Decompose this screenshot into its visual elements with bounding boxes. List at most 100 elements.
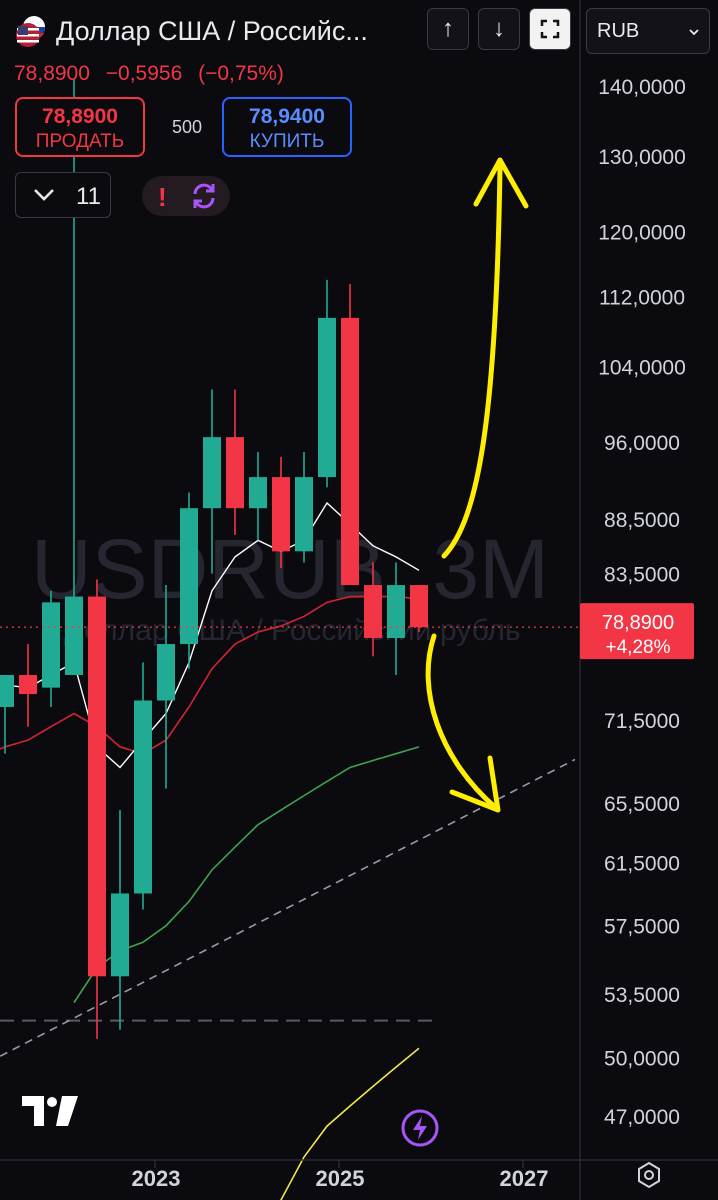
buy-label: КУПИТЬ — [249, 131, 325, 152]
candle-2023-Q2 — [180, 492, 198, 669]
fullscreen-icon — [540, 19, 560, 39]
alert-icon[interactable]: ! — [158, 182, 167, 212]
y-tick-label: 61,5000 — [604, 852, 680, 875]
arrow-up-head — [473, 157, 529, 209]
buy-button[interactable]: 78,9400 КУПИТЬ — [222, 97, 352, 157]
y-tick-label: 130,0000 — [598, 146, 686, 169]
arrow-down-icon: ↓ — [493, 15, 505, 42]
candle-body — [410, 585, 428, 628]
x-tick-label: 2025 — [316, 1166, 365, 1191]
indicators-toggle-button[interactable]: 11 — [15, 172, 111, 218]
candle-body — [19, 674, 37, 695]
candle-2025-Q4 — [410, 585, 428, 632]
chevron-down-icon — [689, 29, 699, 36]
order-quantity[interactable]: 500 — [172, 117, 203, 137]
candle-body — [42, 602, 60, 688]
candle-2023-Q1 — [157, 585, 175, 789]
candle-body — [387, 585, 405, 638]
candle-body — [0, 674, 14, 707]
arrow-down-curve — [425, 633, 499, 811]
arrow-up-icon: ↑ — [442, 15, 454, 42]
y-tick-label: 83,5000 — [604, 564, 680, 587]
candle-body — [318, 317, 336, 478]
x-tick-label: 2023 — [132, 1166, 181, 1191]
symbol-title[interactable]: Доллар США / Российс... — [56, 16, 368, 46]
candle-body — [65, 596, 83, 675]
candle-2022-Q3 — [111, 810, 129, 1030]
candle-2023-Q3 — [203, 389, 221, 574]
candle-2021-Q4 — [42, 590, 60, 707]
chevron-down-icon — [34, 189, 54, 201]
ema-white-line — [0, 501, 420, 769]
candle-body — [180, 508, 198, 645]
ema-red-line — [0, 595, 420, 755]
candle-2025-Q1 — [341, 284, 359, 586]
buy-price: 78,9400 — [249, 105, 325, 128]
currency-select-value: RUB — [597, 20, 640, 42]
y-tick-label: 112,0000 — [599, 287, 685, 310]
candle-body — [249, 477, 267, 509]
candle-2024-Q4 — [318, 279, 336, 488]
candle-body — [88, 596, 106, 977]
ema-yellow-line — [280, 1047, 420, 1200]
arrow-up-curve — [441, 165, 503, 559]
y-tick-label: 104,0000 — [598, 357, 686, 380]
y-tick-label: 47,0000 — [604, 1106, 680, 1129]
candle-2024-Q1 — [249, 451, 267, 541]
scroll-down-button[interactable]: ↓ — [478, 8, 520, 50]
currency-select[interactable]: RUB — [586, 8, 710, 54]
price-change: −0,5956 — [105, 62, 183, 85]
arrow-down-head — [449, 755, 501, 813]
y-tick-label: 96,0000 — [604, 432, 680, 455]
price-label-box — [580, 603, 694, 660]
sell-price: 78,8900 — [42, 105, 118, 128]
price-label-change: +4,28% — [606, 637, 671, 658]
candle-2022-Q4 — [134, 662, 152, 910]
lightning-icon[interactable] — [400, 1108, 440, 1148]
candle-2024-Q3 — [295, 451, 313, 563]
sync-icon[interactable] — [188, 180, 220, 212]
sell-button[interactable]: 78,8900 ПРОДАТЬ — [15, 97, 145, 157]
settings-gear-icon[interactable] — [634, 1160, 664, 1190]
indicators-count: 11 — [76, 183, 101, 210]
y-tick-label: 50,0000 — [604, 1048, 680, 1071]
candle-body — [134, 700, 152, 894]
candle-body — [295, 477, 313, 552]
ema-green-line — [73, 746, 420, 1004]
symbol-watermark-subtitle: Доллар США / Российский рубль — [63, 614, 520, 647]
candle-body — [272, 477, 290, 552]
candle-body — [364, 585, 382, 638]
candle-2024-Q2 — [272, 456, 290, 569]
candle-2022-Q2 — [88, 579, 106, 1039]
candle-2025-Q3 — [387, 562, 405, 675]
candle-2021-Q2 — [0, 674, 14, 754]
candle-2021-Q3 — [19, 644, 37, 727]
alerts-group[interactable]: ! — [142, 176, 230, 216]
chart-header: Доллар США / Российс... 78,8900 −0,5956 … — [0, 0, 580, 85]
candle-body — [226, 437, 244, 509]
tradingview-logo-icon — [22, 1096, 78, 1126]
candle-body — [111, 893, 129, 977]
candle-body — [157, 644, 175, 701]
candle-body — [203, 437, 221, 509]
trendline — [0, 758, 576, 1058]
y-tick-label: 53,5000 — [604, 984, 680, 1007]
sell-label: ПРОДАТЬ — [35, 131, 125, 152]
candle-body — [341, 317, 359, 586]
y-tick-label: 65,5000 — [604, 793, 680, 816]
last-price: 78,8900 — [14, 62, 90, 85]
price-label-value: 78,8900 — [602, 612, 674, 634]
y-tick-label: 88,5000 — [604, 509, 680, 532]
y-tick-label: 120,0000 — [598, 221, 686, 244]
x-tick-label: 2027 — [500, 1166, 549, 1191]
scroll-up-button[interactable]: ↑ — [427, 8, 469, 50]
y-tick-label: 57,5000 — [604, 916, 680, 939]
quote-line: 78,8900 −0,5956 (−0,75%) — [14, 62, 294, 86]
price-change-pct: (−0,75%) — [198, 62, 284, 85]
candle-2023-Q4 — [226, 389, 244, 535]
y-tick-label: 140,0000 — [598, 76, 686, 99]
y-tick-label: 71,5000 — [604, 710, 680, 733]
us-ru-flag-icon — [16, 16, 45, 47]
fullscreen-button[interactable] — [529, 8, 571, 50]
